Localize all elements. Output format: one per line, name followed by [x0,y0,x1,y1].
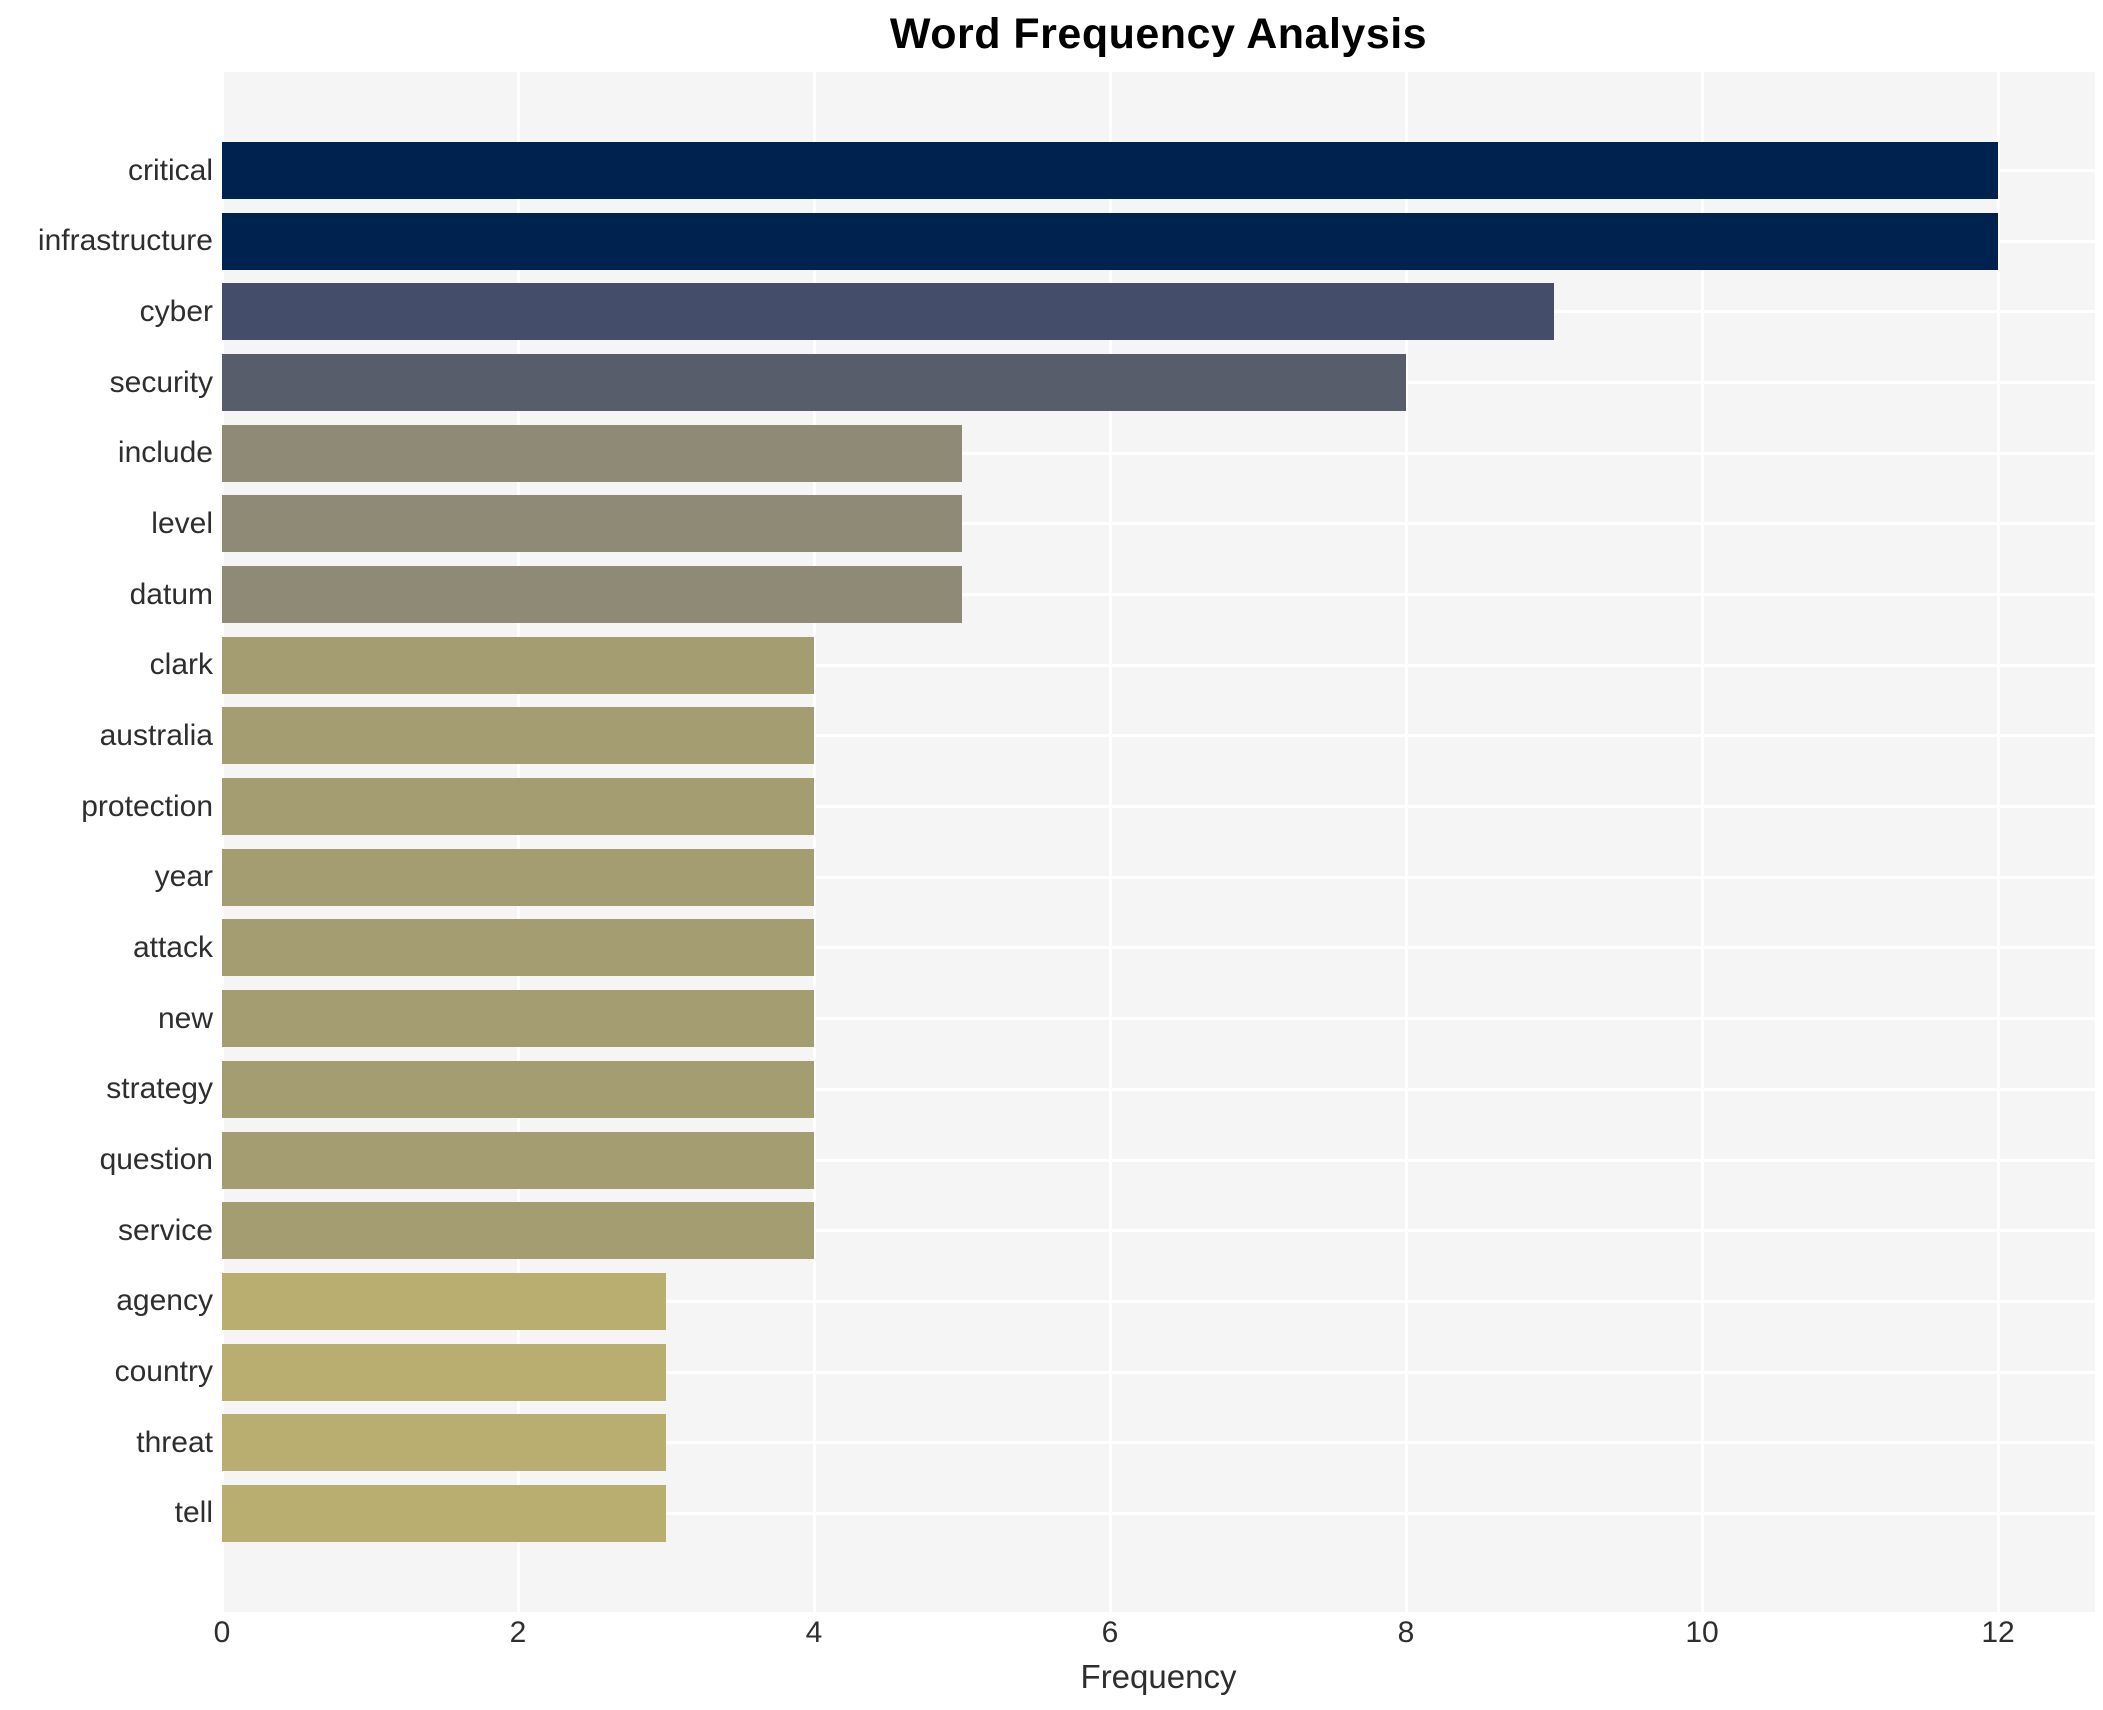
horizontal-gridline [222,1158,2095,1162]
y-tick-label-new: new [157,1001,213,1035]
vertical-gridline [1108,72,1112,1612]
bar-clark [222,636,814,694]
x-tick-label-0: 0 [213,1616,231,1649]
horizontal-gridline [222,1370,2095,1374]
y-tick-label-cyber: cyber [139,294,213,328]
bar-level [222,495,962,553]
y-axis-labels: critical infrastructure cyber security inclu… [0,72,213,1612]
horizontal-gridline [222,805,2095,809]
horizontal-gridline [222,875,2095,879]
y-tick-label-protection: protection [81,789,213,823]
y-tick-label-question: question [99,1143,213,1177]
horizontal-gridline [222,1511,2095,1515]
bar-question [222,1131,814,1189]
x-tick-label-10: 10 [1685,1616,1719,1649]
bar-agency [222,1272,666,1330]
bar-include [222,424,962,482]
y-tick-label-attack: attack [132,930,213,964]
x-axis-label: Frequency [1080,1658,1237,1695]
y-tick-label-include: include [117,436,213,470]
horizontal-gridline [222,593,2095,597]
bar-security [222,354,1406,412]
bar-cyber [222,283,1554,341]
plot-area [222,72,2095,1612]
horizontal-gridline [222,451,2095,455]
bar-attack [222,919,814,977]
x-tick-label-4: 4 [805,1616,823,1649]
horizontal-gridline [222,1229,2095,1233]
y-tick-label-australia: australia [99,718,213,752]
bar-australia [222,707,814,765]
horizontal-gridline [222,1087,2095,1091]
x-tick-label-6: 6 [1101,1616,1119,1649]
x-tick-label-12: 12 [1981,1616,2015,1649]
bar-service [222,1202,814,1260]
bar-tell [222,1484,666,1542]
vertical-gridline [1404,72,1408,1612]
vertical-gridline [1700,72,1704,1612]
bar-country [222,1343,666,1401]
y-tick-label-critical: critical [127,153,213,187]
y-tick-label-country: country [114,1355,213,1389]
bar-datum [222,566,962,624]
bar-year [222,848,814,906]
y-tick-label-level: level [151,506,213,540]
y-tick-label-security: security [109,365,213,399]
horizontal-gridline [222,1441,2095,1445]
x-axis-tick-labels: 0 2 4 6 8 10 12 [214,1616,2095,1656]
chart-title: Word Frequency Analysis [889,10,1428,58]
bar-critical [222,142,1998,199]
y-tick-label-tell: tell [174,1496,213,1530]
x-tick-label-8: 8 [1397,1616,1415,1649]
horizontal-gridline [222,1299,2095,1303]
vertical-gridline [812,72,816,1612]
vertical-gridline [1996,72,2000,1612]
bar-new [222,990,814,1048]
y-tick-label-strategy: strategy [106,1072,213,1106]
x-tick-label-2: 2 [509,1616,527,1649]
y-tick-label-datum: datum [129,577,213,611]
y-tick-label-service: service [117,1213,213,1247]
horizontal-gridline [222,734,2095,738]
bar-strategy [222,1060,814,1118]
bar-threat [222,1414,666,1472]
horizontal-gridline [222,663,2095,667]
bar-infrastructure [222,212,1998,270]
y-tick-label-clark: clark [149,648,213,682]
horizontal-gridline [222,946,2095,950]
horizontal-gridline [222,522,2095,526]
y-tick-label-threat: threat [136,1425,213,1459]
vertical-gridline [222,72,224,1612]
horizontal-gridline [222,1017,2095,1021]
y-tick-label-year: year [154,860,213,894]
y-tick-label-agency: agency [116,1284,213,1318]
bar-protection [222,778,814,836]
y-tick-label-infrastructure: infrastructure [37,224,213,258]
vertical-gridline [516,72,520,1612]
